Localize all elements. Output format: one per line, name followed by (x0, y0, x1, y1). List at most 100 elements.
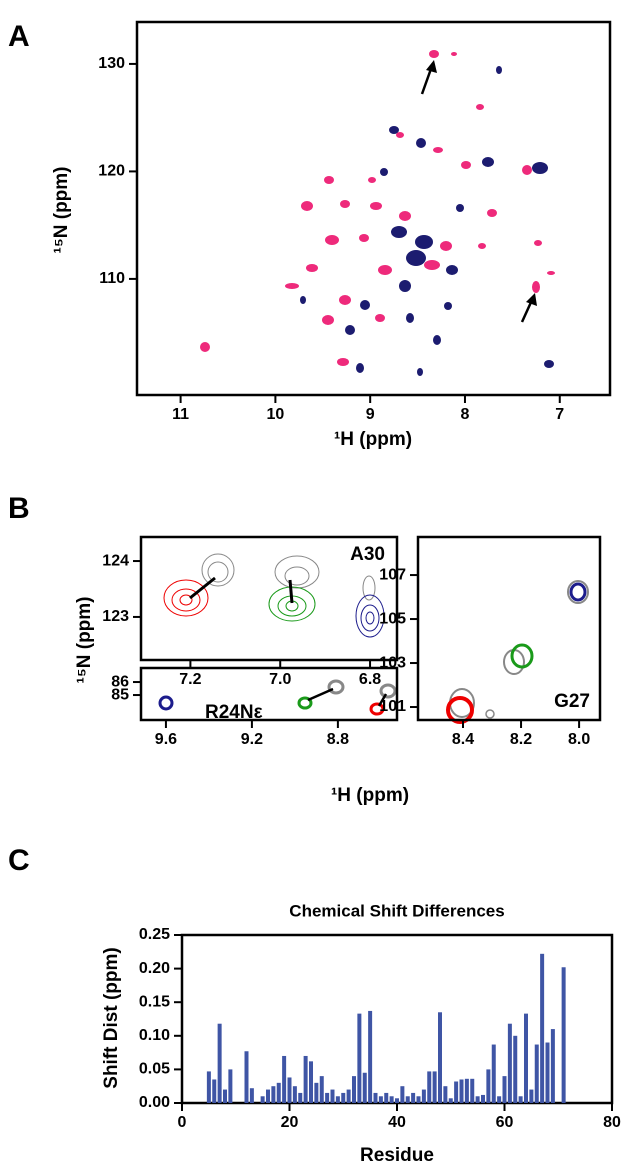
y-tick-label: 124 (102, 552, 129, 569)
bar (524, 1013, 528, 1103)
bar (206, 1071, 211, 1103)
bar (497, 1096, 502, 1103)
y-axis-label: ¹⁵N (ppm) (51, 166, 72, 253)
y-tick-label: 105 (379, 610, 406, 627)
bar (507, 1023, 512, 1103)
x-tick-label: 9.6 (155, 731, 177, 748)
bar (352, 1076, 356, 1103)
x-tick-label: 8.2 (510, 731, 532, 748)
bar (454, 1081, 459, 1103)
inset-label: G27 (554, 691, 590, 712)
bar (550, 1029, 555, 1103)
bar (411, 1092, 416, 1103)
bar (303, 1055, 308, 1103)
bar (335, 1096, 340, 1103)
y-tick-label: 103 (379, 654, 406, 671)
plot-frame (139, 666, 399, 722)
panel-label: A (8, 20, 30, 53)
bar (357, 1013, 362, 1103)
y-tick-label: 86 (111, 673, 129, 690)
x-tick-label: 8.4 (452, 731, 474, 748)
bar (282, 1055, 287, 1103)
x-axis-label: ¹H (ppm) (334, 429, 412, 450)
bar (400, 1086, 405, 1103)
bar (309, 1061, 313, 1103)
bar (384, 1092, 389, 1103)
inset-label: R24Nε (205, 702, 263, 723)
inset-label: A30 (350, 544, 385, 565)
spectrum-a (200, 50, 555, 376)
bar (475, 1096, 480, 1103)
bar (464, 1078, 469, 1103)
y-tick-label: 85 (111, 686, 129, 703)
bar (518, 1096, 523, 1103)
bar (427, 1071, 432, 1103)
x-tick-label: 7.0 (269, 671, 291, 688)
bar (325, 1092, 330, 1103)
bar (266, 1089, 270, 1103)
y-tick-label: 0.05 (139, 1061, 170, 1078)
x-tick-label: 10 (266, 406, 284, 423)
y-axis-label: Shift Dist (ppm) (101, 947, 122, 1088)
x-tick-label: 7 (555, 406, 564, 423)
x-tick-label: 0 (178, 1114, 187, 1131)
bar (276, 1082, 281, 1103)
y-axis-label: ¹⁵N (ppm) (74, 596, 95, 683)
bar (373, 1092, 378, 1103)
x-tick-label: 8.8 (327, 731, 349, 748)
bar (502, 1076, 507, 1103)
panel-label: B (8, 492, 30, 525)
x-tick-label: 80 (603, 1114, 621, 1131)
bar (330, 1089, 335, 1103)
x-tick-label: 6.8 (359, 671, 381, 688)
bar (212, 1079, 217, 1103)
bar (228, 1069, 233, 1103)
x-tick-label: 20 (281, 1114, 299, 1131)
bar (249, 1088, 254, 1103)
x-tick-label: 8.0 (568, 731, 590, 748)
bar (244, 1051, 249, 1103)
bar (432, 1071, 437, 1103)
plot-frame (416, 535, 602, 722)
bar (561, 967, 566, 1103)
chart-title: Chemical Shift Differences (289, 901, 504, 920)
bar (368, 1010, 373, 1103)
y-tick-label: 130 (98, 55, 125, 72)
y-tick-label: 107 (379, 566, 406, 583)
x-tick-label: 11 (172, 406, 189, 423)
y-tick-label: 123 (102, 608, 129, 625)
bar (395, 1098, 399, 1103)
bar (405, 1096, 410, 1103)
bar (481, 1094, 485, 1103)
bar (448, 1098, 453, 1103)
bar (540, 953, 545, 1103)
y-tick-label: 0.00 (139, 1094, 170, 1111)
bar (287, 1077, 292, 1103)
bar (443, 1086, 448, 1103)
x-axis-label: Residue (360, 1145, 434, 1166)
bar (389, 1096, 394, 1103)
x-tick-label: 40 (388, 1114, 406, 1131)
spectrum-b (158, 553, 589, 724)
panel-label: C (8, 844, 30, 877)
bar (271, 1086, 276, 1103)
y-tick-label: 0.25 (139, 926, 170, 943)
bar (470, 1078, 475, 1103)
bar (529, 1089, 534, 1103)
bar (362, 1072, 367, 1103)
bar (298, 1092, 303, 1103)
x-tick-label: 8 (461, 406, 470, 423)
x-tick-label: 7.2 (179, 671, 201, 688)
bar (378, 1096, 383, 1103)
bar (421, 1089, 426, 1103)
plot-frame (139, 535, 399, 662)
bar (491, 1044, 496, 1103)
bar (416, 1096, 421, 1103)
bar (486, 1069, 491, 1103)
bar (346, 1089, 351, 1103)
bar (459, 1079, 464, 1103)
x-axis-label: ¹H (ppm) (331, 785, 409, 806)
bar (217, 1023, 222, 1103)
y-tick-label: 120 (98, 163, 125, 180)
